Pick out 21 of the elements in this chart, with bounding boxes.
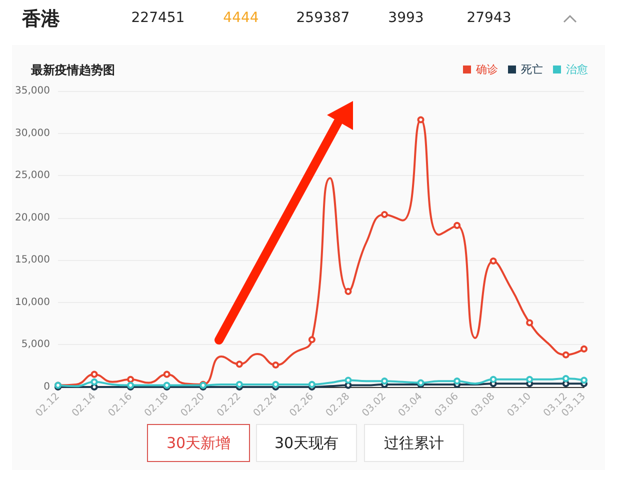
text: 30天新增 bbox=[147, 424, 250, 462]
y-tick-label: 35,000 bbox=[15, 86, 50, 96]
chart-title: 最新疫情趋势图 bbox=[30, 63, 115, 77]
text: 香港 bbox=[22, 7, 60, 32]
text: 227451 bbox=[130, 10, 186, 26]
text: 4444 bbox=[222, 10, 260, 26]
y-tick-label: 10,000 bbox=[15, 296, 50, 308]
y-tick-label: 30,000 bbox=[15, 128, 50, 139]
text: 30天现有 bbox=[256, 424, 357, 462]
y-tick-label: 20,000 bbox=[15, 212, 50, 224]
text: 3993 bbox=[387, 10, 425, 26]
legend-label: 死亡 bbox=[521, 63, 543, 76]
legend-label: 治愈 bbox=[566, 63, 588, 76]
y-tick-label: 0 bbox=[44, 382, 50, 392]
text: 27943 bbox=[466, 10, 512, 26]
y-tick-label: 15,000 bbox=[15, 254, 50, 266]
text: 259387 bbox=[295, 10, 351, 26]
legend-label: 确诊 bbox=[475, 63, 498, 76]
y-tick-label: 5,000 bbox=[21, 339, 50, 350]
text: 过往累计 bbox=[364, 424, 464, 462]
y-tick-label: 25,000 bbox=[15, 170, 50, 182]
